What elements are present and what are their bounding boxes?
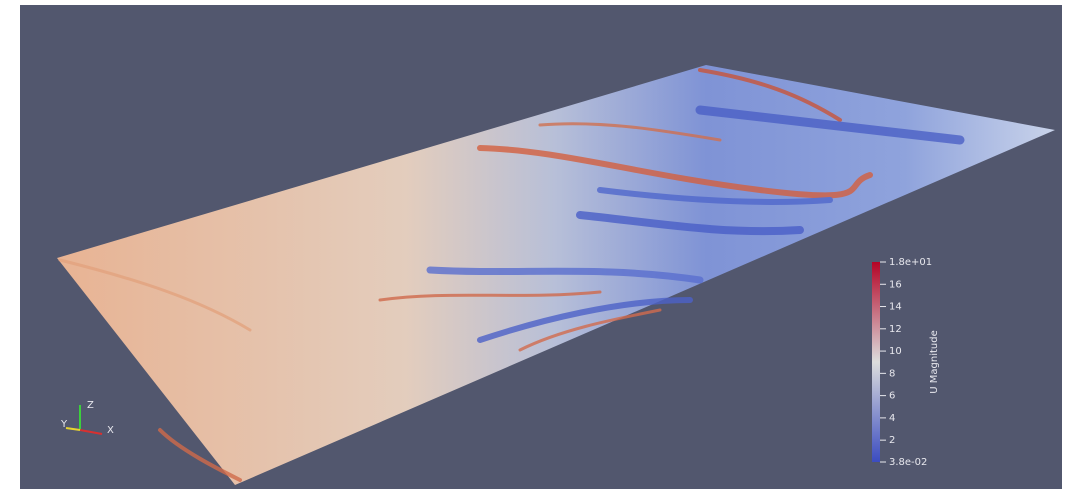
terrain-surface bbox=[57, 65, 1055, 485]
colorbar bbox=[872, 262, 880, 462]
colorbar-tick-label: 4 bbox=[889, 413, 895, 424]
colorbar-tick-label: 10 bbox=[889, 346, 902, 357]
colorbar-tick-label: 6 bbox=[889, 391, 895, 402]
colorbar-tick-label: 14 bbox=[889, 302, 902, 313]
axis-label: X bbox=[107, 425, 114, 436]
colorbar-tick-label: 12 bbox=[889, 324, 902, 335]
colorbar-tick-label: 1.8e+01 bbox=[889, 257, 932, 268]
colorbar-title: U Magnitude bbox=[929, 330, 940, 393]
colorbar-tick-label: 2 bbox=[889, 435, 895, 446]
axis-label: Y bbox=[60, 419, 68, 430]
colorbar-tick-label: 3.8e-02 bbox=[889, 457, 927, 468]
axes-triad: Z X Y bbox=[60, 400, 114, 436]
terrain-detail bbox=[58, 68, 965, 482]
colorbar-tick-label: 16 bbox=[889, 279, 902, 290]
colorbar-tick-label: 8 bbox=[889, 368, 895, 379]
axis-label: Z bbox=[87, 400, 94, 411]
